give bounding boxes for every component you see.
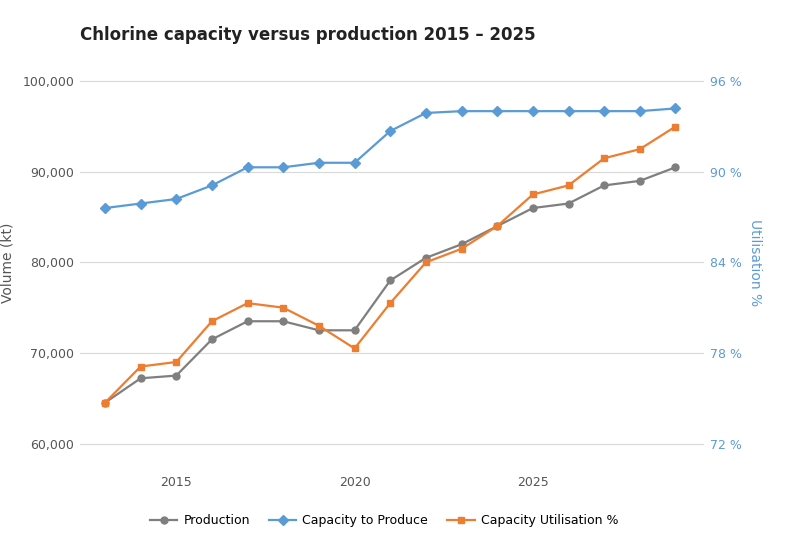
Production — [528, 205, 538, 212]
Production — [564, 200, 574, 207]
Capacity to Produce — [670, 105, 680, 111]
Capacity to Produce — [492, 108, 502, 114]
Production — [314, 327, 324, 334]
Production — [278, 318, 288, 325]
Text: Chlorine capacity versus production 2015 – 2025: Chlorine capacity versus production 2015… — [80, 26, 536, 44]
Capacity to Produce — [242, 164, 252, 170]
Line: Production: Production — [102, 164, 679, 406]
Capacity Utilisation % — [136, 364, 146, 370]
Line: Capacity to Produce: Capacity to Produce — [102, 105, 679, 212]
Capacity to Produce — [171, 196, 181, 202]
Capacity Utilisation % — [635, 146, 645, 153]
Capacity to Produce — [100, 205, 110, 212]
Capacity Utilisation % — [278, 305, 288, 311]
Production — [635, 177, 645, 184]
Capacity to Produce — [207, 182, 217, 189]
Production — [171, 372, 181, 379]
Capacity Utilisation % — [350, 345, 359, 352]
Capacity to Produce — [599, 108, 609, 114]
Capacity Utilisation % — [242, 300, 252, 306]
Capacity Utilisation % — [528, 191, 538, 197]
Capacity to Produce — [278, 164, 288, 170]
Capacity Utilisation % — [492, 223, 502, 229]
Capacity Utilisation % — [457, 246, 466, 252]
Line: Capacity Utilisation %: Capacity Utilisation % — [102, 123, 679, 406]
Capacity Utilisation % — [386, 300, 395, 306]
Production — [350, 327, 359, 334]
Capacity Utilisation % — [421, 259, 430, 266]
Capacity to Produce — [457, 108, 466, 114]
Production — [492, 223, 502, 229]
Capacity to Produce — [564, 108, 574, 114]
Y-axis label: Volume (kt): Volume (kt) — [0, 222, 14, 302]
Capacity Utilisation % — [564, 182, 574, 189]
Production — [457, 241, 466, 248]
Production — [207, 336, 217, 342]
Production — [386, 277, 395, 283]
Production — [100, 399, 110, 406]
Capacity Utilisation % — [100, 399, 110, 406]
Capacity to Produce — [136, 200, 146, 207]
Production — [136, 375, 146, 381]
Capacity to Produce — [350, 160, 359, 166]
Production — [242, 318, 252, 325]
Capacity to Produce — [635, 108, 645, 114]
Capacity Utilisation % — [207, 318, 217, 325]
Capacity Utilisation % — [314, 322, 324, 329]
Capacity to Produce — [386, 128, 395, 134]
Capacity Utilisation % — [599, 155, 609, 161]
Production — [670, 164, 680, 170]
Production — [421, 255, 430, 261]
Production — [599, 182, 609, 189]
Capacity Utilisation % — [670, 123, 680, 130]
Capacity Utilisation % — [171, 359, 181, 365]
Legend: Production, Capacity to Produce, Capacity Utilisation %: Production, Capacity to Produce, Capacit… — [145, 509, 623, 532]
Y-axis label: Utilisation %: Utilisation % — [748, 219, 762, 306]
Capacity to Produce — [421, 110, 430, 116]
Capacity to Produce — [528, 108, 538, 114]
Capacity to Produce — [314, 160, 324, 166]
